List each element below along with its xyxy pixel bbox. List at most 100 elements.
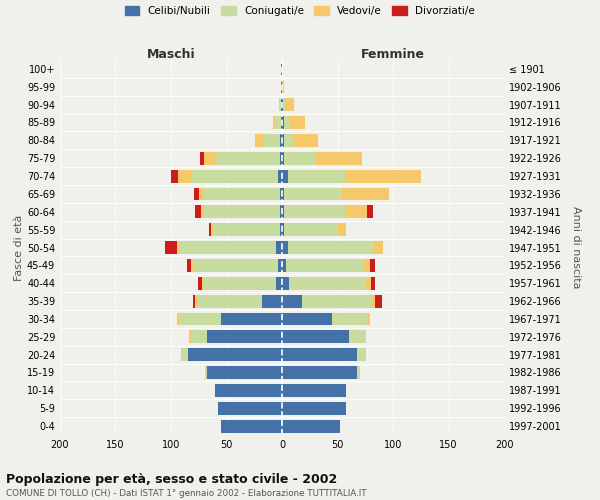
Bar	[282, 366, 358, 379]
Bar	[280, 152, 282, 164]
Bar	[286, 98, 294, 111]
Bar	[282, 294, 302, 308]
Bar	[367, 312, 370, 326]
Bar	[284, 116, 290, 129]
Bar	[287, 170, 345, 182]
Y-axis label: Anni di nascita: Anni di nascita	[571, 206, 581, 289]
Bar	[345, 206, 367, 218]
Bar	[358, 366, 360, 379]
Bar	[284, 188, 342, 200]
Bar	[342, 188, 389, 200]
Bar	[282, 420, 340, 432]
Bar	[176, 241, 179, 254]
Bar	[293, 134, 317, 147]
Bar	[213, 223, 280, 236]
Bar	[221, 312, 282, 326]
Bar	[188, 348, 282, 361]
Bar	[215, 384, 282, 397]
Text: Maschi: Maschi	[146, 48, 196, 61]
Bar	[371, 277, 375, 289]
Bar	[215, 152, 280, 164]
Bar	[196, 294, 197, 308]
Bar	[282, 348, 358, 361]
Legend: Celibi/Nubili, Coniugati/e, Vedovi/e, Divorziati/e: Celibi/Nubili, Coniugati/e, Vedovi/e, Di…	[121, 2, 479, 21]
Bar	[367, 277, 371, 289]
Bar	[283, 98, 286, 111]
Bar	[280, 223, 282, 236]
Bar	[282, 152, 284, 164]
Y-axis label: Fasce di età: Fasce di età	[14, 214, 24, 280]
Bar	[284, 134, 293, 147]
Bar	[273, 116, 275, 129]
Bar	[282, 80, 284, 93]
Bar	[282, 402, 346, 414]
Bar	[287, 241, 374, 254]
Bar	[370, 259, 375, 272]
Bar	[176, 312, 179, 326]
Bar	[282, 384, 346, 397]
Bar	[281, 116, 282, 129]
Bar	[204, 152, 215, 164]
Bar	[191, 259, 193, 272]
Bar	[280, 188, 282, 200]
Bar	[194, 188, 199, 200]
Bar	[364, 259, 370, 272]
Bar	[282, 330, 349, 343]
Bar	[197, 294, 262, 308]
Bar	[281, 98, 282, 111]
Bar	[206, 366, 282, 379]
Bar	[282, 188, 284, 200]
Bar	[221, 420, 282, 432]
Bar	[281, 62, 282, 76]
Bar	[282, 98, 283, 111]
Bar	[211, 223, 213, 236]
Bar	[290, 116, 305, 129]
Bar	[199, 188, 204, 200]
Bar	[302, 294, 371, 308]
Bar	[181, 348, 182, 361]
Bar	[337, 223, 346, 236]
Bar	[284, 152, 316, 164]
Text: Popolazione per età, sesso e stato civile - 2002: Popolazione per età, sesso e stato civil…	[6, 472, 337, 486]
Bar	[262, 294, 282, 308]
Bar	[282, 312, 332, 326]
Bar	[191, 330, 206, 343]
Bar	[282, 241, 287, 254]
Bar	[282, 116, 284, 129]
Bar	[187, 259, 191, 272]
Bar	[367, 206, 373, 218]
Bar	[282, 223, 284, 236]
Bar	[278, 170, 282, 182]
Bar	[371, 294, 375, 308]
Bar	[196, 206, 201, 218]
Bar	[289, 277, 367, 289]
Bar	[201, 206, 204, 218]
Bar	[275, 116, 281, 129]
Bar	[278, 259, 282, 272]
Bar	[280, 134, 282, 147]
Bar	[277, 277, 282, 289]
Bar	[197, 277, 202, 289]
Bar	[282, 134, 284, 147]
Bar	[204, 277, 277, 289]
Bar	[374, 241, 383, 254]
Bar	[179, 241, 277, 254]
Bar	[204, 188, 280, 200]
Bar	[189, 330, 191, 343]
Bar	[282, 259, 286, 272]
Text: COMUNE DI TOLLO (CH) - Dati ISTAT 1° gennaio 2002 - Elaborazione TUTTITALIA.IT: COMUNE DI TOLLO (CH) - Dati ISTAT 1° gen…	[6, 489, 367, 498]
Bar	[191, 170, 278, 182]
Bar	[179, 312, 221, 326]
Bar	[200, 152, 204, 164]
Bar	[280, 206, 282, 218]
Bar	[218, 402, 282, 414]
Bar	[206, 330, 282, 343]
Bar	[286, 259, 364, 272]
Bar	[358, 348, 367, 361]
Bar	[182, 348, 188, 361]
Bar	[281, 80, 282, 93]
Bar	[202, 277, 204, 289]
Bar	[204, 206, 280, 218]
Bar	[375, 294, 382, 308]
Bar	[193, 294, 196, 308]
